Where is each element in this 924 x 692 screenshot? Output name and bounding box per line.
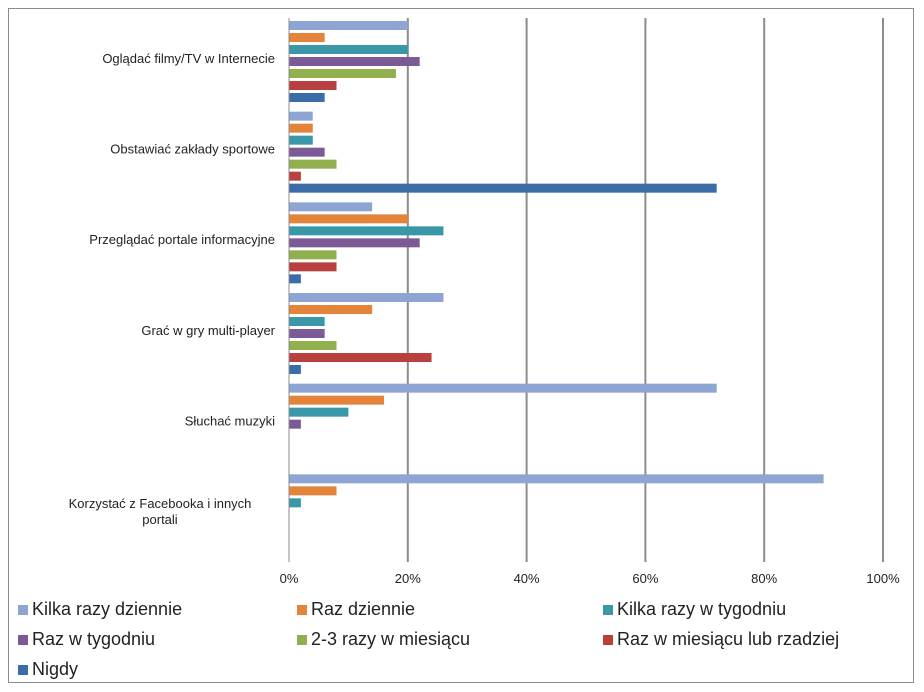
legend-swatch <box>603 635 613 645</box>
tick-label: 80% <box>751 571 777 586</box>
category-label: Grać w gry multi-player <box>141 323 275 338</box>
bar <box>289 214 408 224</box>
category-label: Oglądać filmy/TV w Internecie <box>102 51 275 66</box>
bar <box>289 353 432 362</box>
bar <box>289 486 337 496</box>
legend-swatch <box>18 635 28 645</box>
legend-swatch <box>18 605 28 615</box>
tick-label: 0% <box>280 571 299 586</box>
bar <box>289 238 420 248</box>
tick-label: 20% <box>395 571 421 586</box>
bar <box>289 45 408 54</box>
legend-label: Kilka razy dziennie <box>32 599 182 619</box>
tick-label: 60% <box>632 571 658 586</box>
bar <box>289 81 337 90</box>
bar <box>289 474 824 484</box>
bar <box>289 69 396 78</box>
bar <box>289 171 301 181</box>
bar <box>289 317 325 326</box>
legend-label: Nigdy <box>32 659 78 679</box>
bar <box>289 365 301 374</box>
legend-label: Raz dziennie <box>311 599 415 619</box>
bar <box>289 341 337 350</box>
bar <box>289 329 325 338</box>
bar <box>289 159 337 169</box>
bar <box>289 293 444 302</box>
chart-frame <box>8 8 914 683</box>
legend-swatch <box>297 635 307 645</box>
legend-swatch <box>603 605 613 615</box>
bar <box>289 383 717 393</box>
legend-swatch <box>297 605 307 615</box>
bar <box>289 33 325 42</box>
bar <box>289 183 717 193</box>
tick-label: 40% <box>514 571 540 586</box>
bar <box>289 250 337 260</box>
category-label: Przeglądać portale informacyjne <box>89 232 275 247</box>
legend-label: Kilka razy w tygodniu <box>617 599 786 619</box>
bar <box>289 305 373 314</box>
bar <box>289 407 349 417</box>
bar <box>289 135 313 145</box>
bar <box>289 395 385 405</box>
bar <box>289 202 373 212</box>
category-label: Słuchać muzyki <box>185 413 275 428</box>
legend-swatch <box>18 665 28 675</box>
bar <box>289 147 325 157</box>
category-label: Korzystać z Facebooka i innych portali <box>69 496 252 527</box>
bar <box>289 93 325 102</box>
bar <box>289 21 408 30</box>
bar <box>289 226 444 236</box>
bar <box>289 262 337 272</box>
bar <box>289 498 301 508</box>
tick-label: 100% <box>866 571 900 586</box>
legend-label: 2-3 razy w miesiącu <box>311 629 470 649</box>
bar <box>289 419 301 429</box>
legend-label: Raz w miesiącu lub rzadziej <box>617 629 839 649</box>
bar <box>289 111 313 121</box>
bar <box>289 57 420 66</box>
legend-label: Raz w tygodniu <box>32 629 155 649</box>
bar <box>289 274 301 284</box>
bar <box>289 123 313 133</box>
category-label: Obstawiać zakłady sportowe <box>110 141 275 156</box>
